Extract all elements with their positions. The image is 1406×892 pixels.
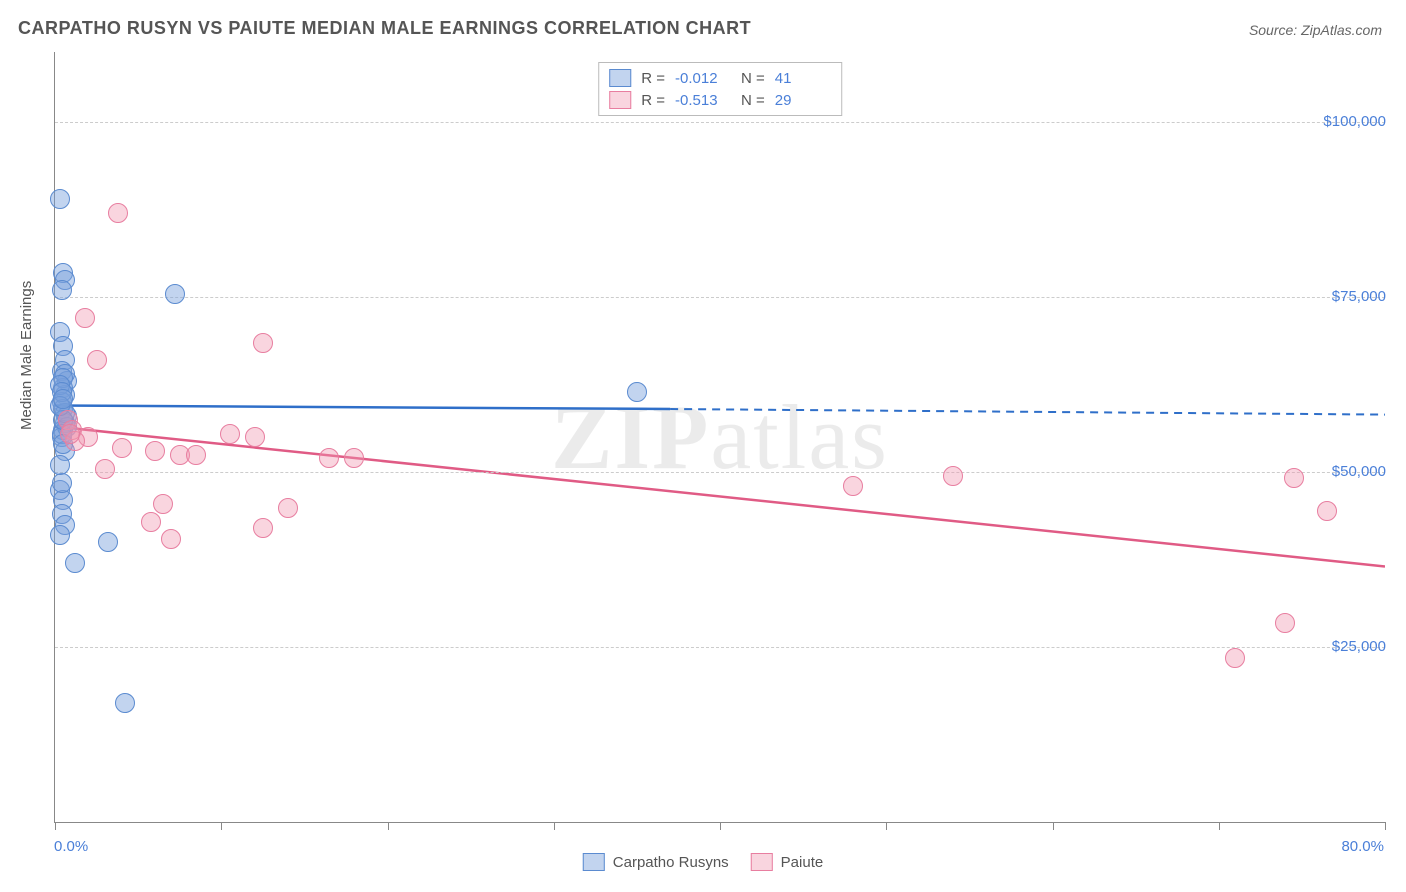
scatter-point (1284, 468, 1304, 488)
scatter-point (87, 350, 107, 370)
scatter-point (108, 203, 128, 223)
legend-label: Paiute (781, 854, 824, 871)
scatter-point (95, 459, 115, 479)
scatter-point (319, 448, 339, 468)
scatter-point (253, 333, 273, 353)
watermark: ZIPatlas (551, 384, 889, 490)
x-tick (1053, 822, 1054, 830)
gridline-horizontal (55, 122, 1385, 123)
legend-top-row: R = -0.012 N = 41 (609, 67, 831, 89)
legend-item: Carpatho Rusyns (583, 853, 729, 871)
trend-line-solid (55, 427, 1385, 567)
legend-n-value: 41 (775, 70, 831, 87)
scatter-point (115, 693, 135, 713)
x-tick (554, 822, 555, 830)
x-tick (1385, 822, 1386, 830)
scatter-point (50, 455, 70, 475)
legend-swatch (609, 91, 631, 109)
x-tick (221, 822, 222, 830)
scatter-point (98, 532, 118, 552)
trend-line-solid (55, 406, 670, 410)
scatter-point (843, 476, 863, 496)
legend-swatch (583, 853, 605, 871)
trend-line-dashed (670, 409, 1385, 415)
scatter-point (245, 427, 265, 447)
scatter-point (161, 529, 181, 549)
legend-label: Carpatho Rusyns (613, 854, 729, 871)
series-legend: Carpatho Rusyns Paiute (583, 836, 823, 888)
scatter-point (186, 445, 206, 465)
plot-area: ZIPatlas R = -0.012 N = 41 R = -0.513 N = 29 (54, 52, 1385, 823)
legend-r-value: -0.012 (675, 70, 731, 87)
scatter-point (65, 553, 85, 573)
legend-swatch (751, 853, 773, 871)
scatter-point (52, 280, 72, 300)
scatter-point (141, 512, 161, 532)
legend-r-value: -0.513 (675, 92, 731, 109)
y-axis-label: Median Male Earnings (18, 281, 35, 430)
scatter-point (60, 424, 80, 444)
legend-n-value: 29 (775, 92, 831, 109)
legend-r-label: R = (641, 92, 665, 109)
legend-top-row: R = -0.513 N = 29 (609, 89, 831, 111)
x-tick (1219, 822, 1220, 830)
gridline-horizontal (55, 647, 1385, 648)
legend-n-label: N = (741, 70, 765, 87)
gridline-horizontal (55, 472, 1385, 473)
scatter-point (112, 438, 132, 458)
scatter-point (1317, 501, 1337, 521)
scatter-point (75, 308, 95, 328)
scatter-point (278, 498, 298, 518)
scatter-point (220, 424, 240, 444)
y-tick-label: $25,000 (1332, 638, 1386, 655)
y-tick-label: $100,000 (1323, 113, 1386, 130)
correlation-legend: R = -0.012 N = 41 R = -0.513 N = 29 (598, 62, 842, 116)
scatter-point (53, 389, 73, 409)
x-axis-min-label: 0.0% (54, 838, 88, 855)
x-tick (720, 822, 721, 830)
scatter-point (943, 466, 963, 486)
chart-title: CARPATHO RUSYN VS PAIUTE MEDIAN MALE EAR… (18, 18, 751, 39)
source-attribution: Source: ZipAtlas.com (1249, 22, 1382, 38)
legend-item: Paiute (751, 853, 824, 871)
scatter-point (1225, 648, 1245, 668)
scatter-point (52, 473, 72, 493)
x-axis-max-label: 80.0% (1341, 838, 1384, 855)
scatter-point (153, 494, 173, 514)
scatter-point (50, 525, 70, 545)
scatter-point (165, 284, 185, 304)
scatter-point (50, 189, 70, 209)
scatter-point (627, 382, 647, 402)
scatter-point (253, 518, 273, 538)
gridline-horizontal (55, 297, 1385, 298)
x-tick (886, 822, 887, 830)
scatter-point (344, 448, 364, 468)
legend-n-label: N = (741, 92, 765, 109)
legend-swatch (609, 69, 631, 87)
y-tick-label: $75,000 (1332, 288, 1386, 305)
y-tick-label: $50,000 (1332, 463, 1386, 480)
x-tick (388, 822, 389, 830)
x-tick (55, 822, 56, 830)
legend-r-label: R = (641, 70, 665, 87)
scatter-point (1275, 613, 1295, 633)
scatter-point (145, 441, 165, 461)
